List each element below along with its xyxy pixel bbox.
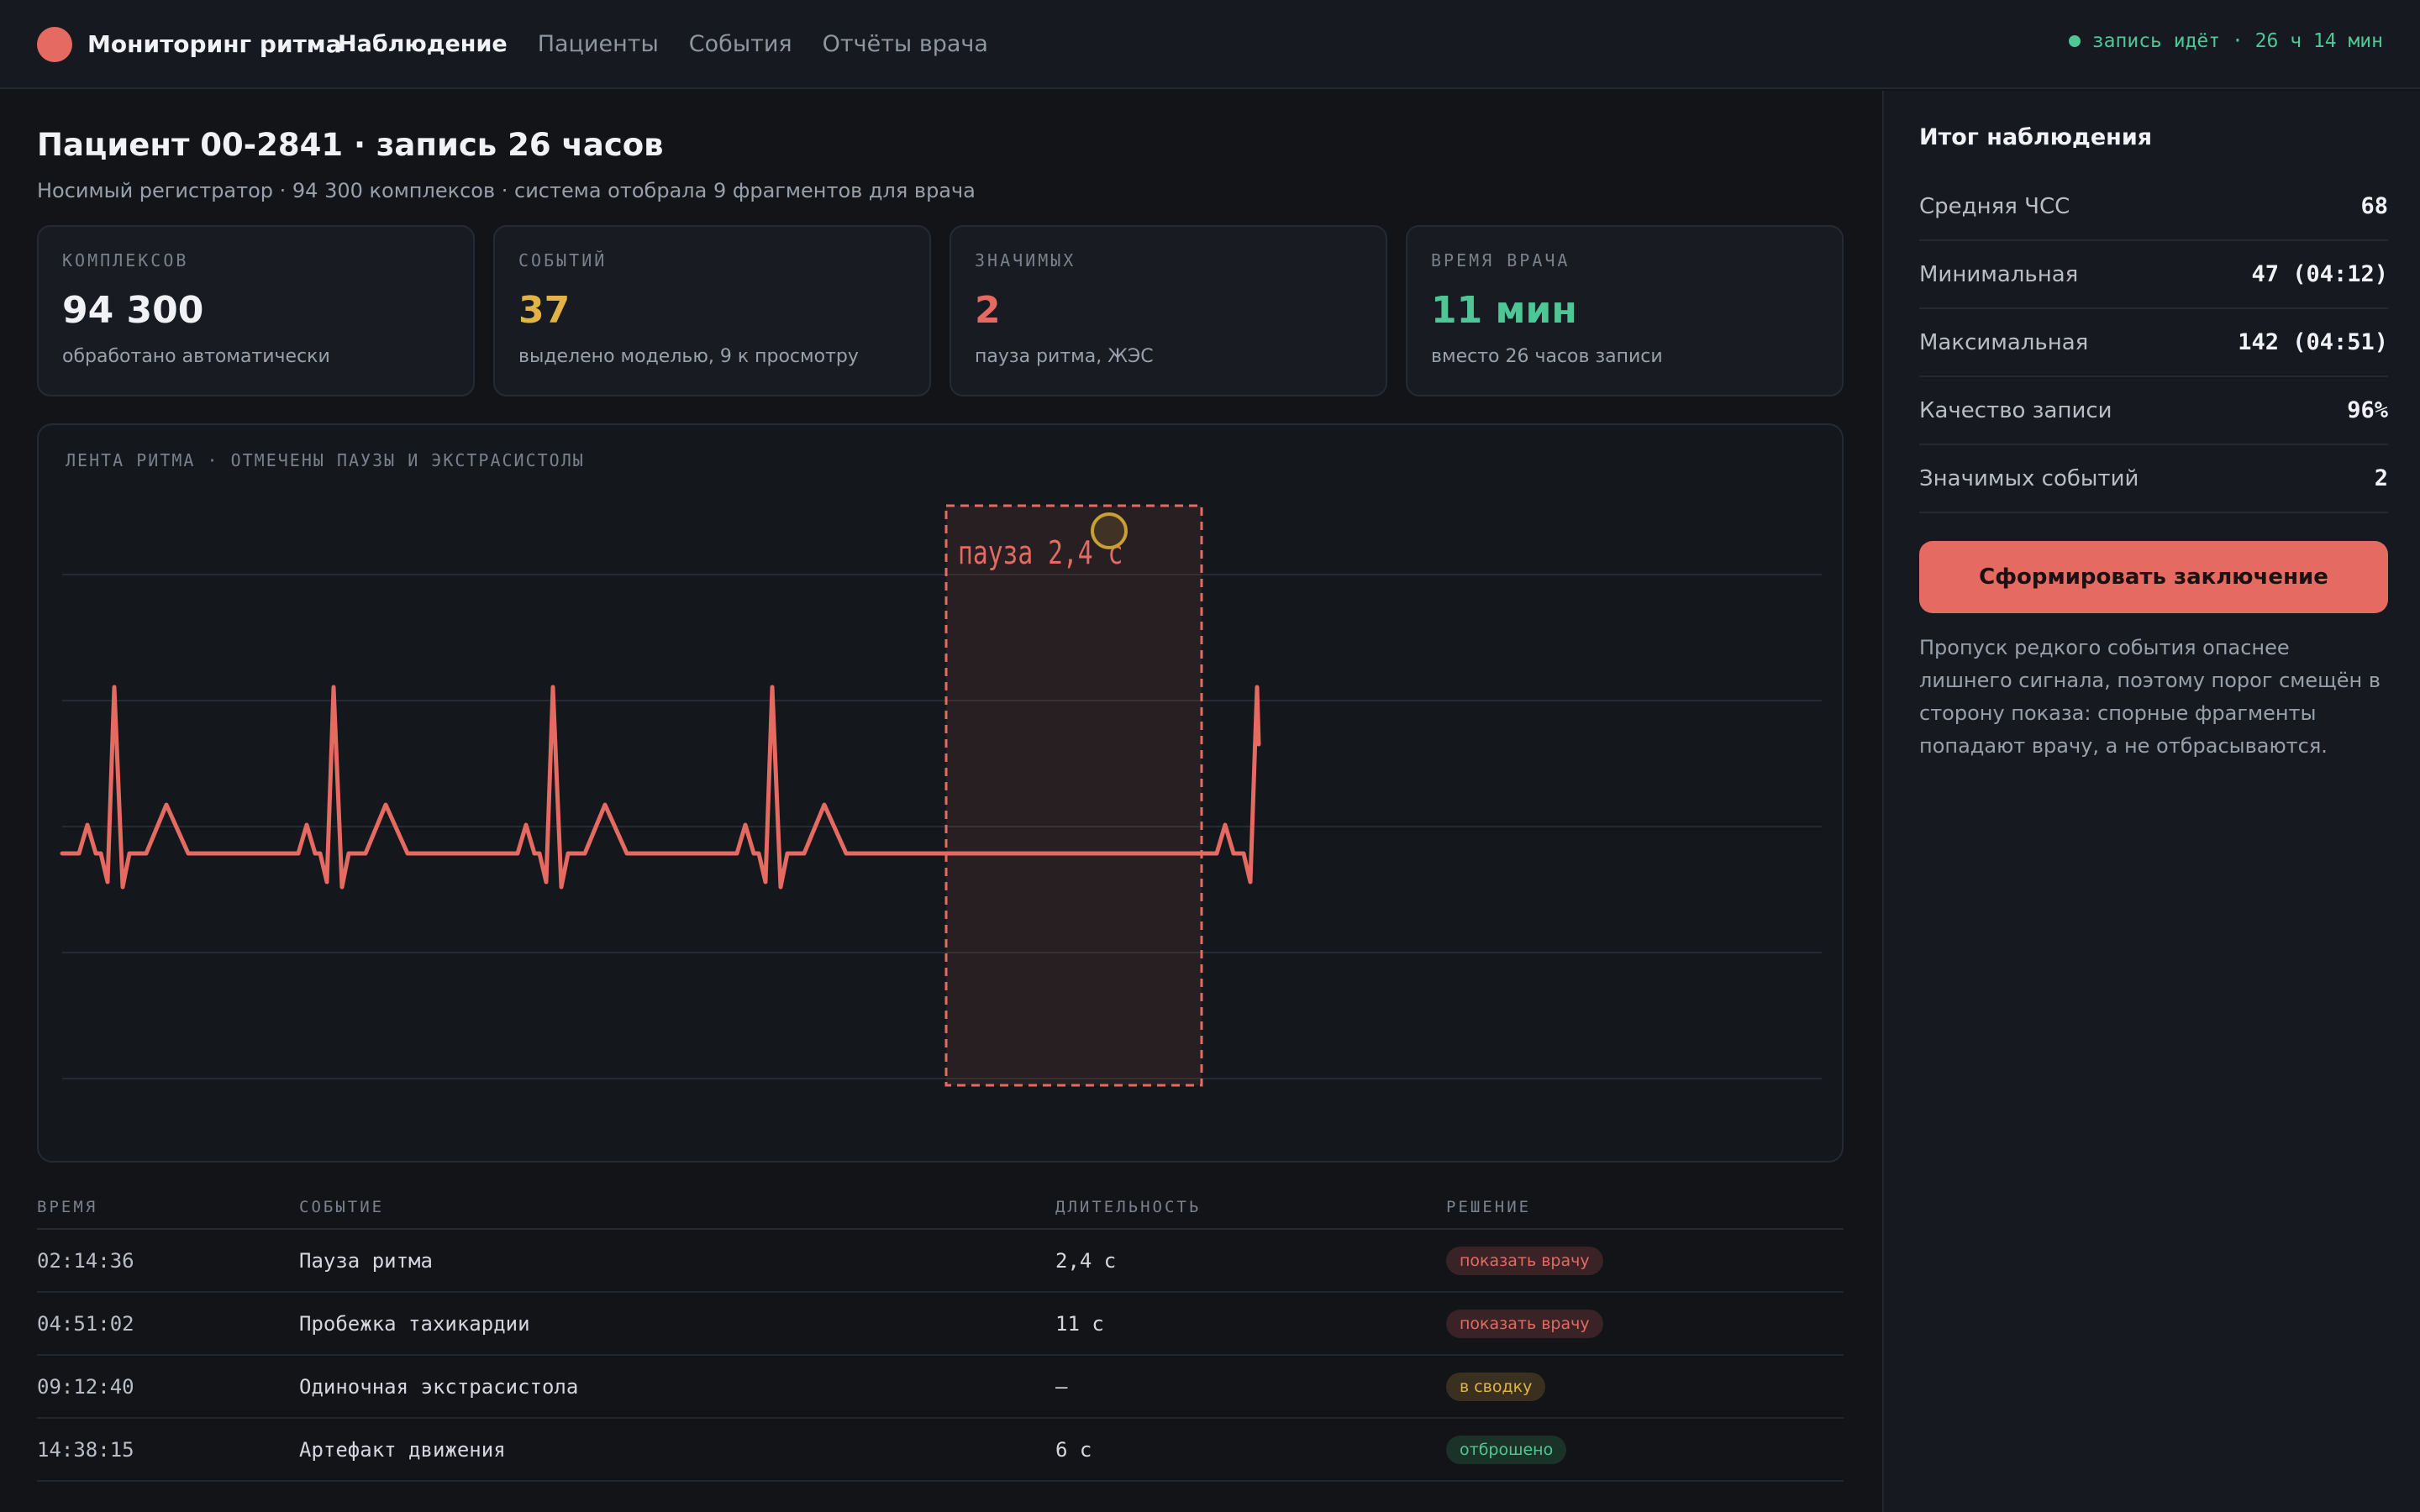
event-name: Пауза ритма (299, 1248, 433, 1273)
metric-quality: Качество записи 96% (1919, 377, 2388, 445)
event-time: 04:51:02 (37, 1311, 134, 1336)
metric-label: Значимых событий (1919, 465, 2139, 491)
rhythm-strip: ЛЕНТА РИТМА · ОТМЕЧЕНЫ ПАУЗЫ И ЭКСТРАСИС… (37, 423, 1844, 1163)
stats-row: КОМПЛЕКСОВ 94 300 обработано автоматичес… (37, 225, 1844, 396)
event-time: 02:14:36 (37, 1248, 134, 1273)
decision-badge[interactable]: показать врачу (1446, 1309, 1603, 1338)
metric-label: Минимальная (1919, 261, 2079, 287)
metric-label: Средняя ЧСС (1919, 193, 2070, 219)
stat-label: ВРЕМЯ ВРАЧА (1431, 250, 1570, 270)
rhythm-strip-canvas (60, 504, 1822, 1087)
stat-card-significant: ЗНАЧИМЫХ 2 пауза ритма, ЖЭС (950, 225, 1387, 396)
column-header-event[interactable]: СОБЫТИЕ (299, 1198, 385, 1216)
metric-label: Качество записи (1919, 397, 2112, 423)
ecg-trace (60, 685, 1261, 890)
metric-label: Максимальная (1919, 329, 2089, 355)
metric-min-hr: Минимальная 47 (04:12) (1919, 241, 2388, 309)
table-row[interactable]: 02:14:36 Пауза ритма 2,4 с показать врач… (37, 1230, 1844, 1293)
stat-value: 37 (518, 289, 571, 332)
event-name: Пробежка тахикардии (299, 1311, 530, 1336)
events-table-header: ВРЕМЯ СОБЫТИЕ ДЛИТЕЛЬНОСТЬ РЕШЕНИЕ (37, 1186, 1844, 1230)
stat-card-doctor-time: ВРЕМЯ ВРАЧА 11 мин вместо 26 часов запис… (1406, 225, 1844, 396)
pause-highlight (944, 504, 1203, 1087)
cursor-indicator-icon (1091, 512, 1128, 549)
event-time: 14:38:15 (37, 1437, 134, 1462)
event-name: Артефакт движения (299, 1437, 506, 1462)
table-row[interactable]: 04:51:02 Пробежка тахикардии 11 с показа… (37, 1293, 1844, 1356)
strip-gridlines (62, 574, 1822, 1079)
stat-note: выделено моделью, 9 к просмотру (518, 346, 859, 367)
event-time: 09:12:40 (37, 1374, 134, 1399)
metric-value: 2 (2374, 465, 2388, 491)
recording-status-text: запись идёт · 26 ч 14 мин (2091, 30, 2383, 52)
metric-value: 96% (2347, 397, 2388, 423)
table-row[interactable]: 09:12:40 Одиночная экстрасистола — в сво… (37, 1356, 1844, 1419)
summary-title: Итог наблюдения (1919, 124, 2153, 150)
stat-label: КОМПЛЕКСОВ (62, 250, 189, 270)
generate-report-button[interactable]: Сформировать заключение (1919, 541, 2388, 613)
metric-value: 68 (2360, 193, 2388, 219)
nav-item-reports[interactable]: Отчёты врача (822, 31, 988, 57)
recording-status: запись идёт · 26 ч 14 мин (2068, 30, 2383, 52)
stat-value: 11 мин (1431, 289, 1577, 332)
strip-label: ЛЕНТА РИТМА · ОТМЕЧЕНЫ ПАУЗЫ И ЭКСТРАСИС… (66, 450, 585, 470)
nav-item-events[interactable]: События (688, 31, 792, 57)
event-duration: 2,4 с (1055, 1248, 1117, 1273)
decision-badge[interactable]: показать врачу (1446, 1246, 1603, 1275)
stat-label: СОБЫТИЙ (518, 250, 608, 270)
stat-value: 94 300 (62, 289, 204, 332)
nav-item-patients[interactable]: Пациенты (537, 31, 659, 57)
stat-note: обработано автоматически (62, 346, 330, 367)
stat-card-complexes: КОМПЛЕКСОВ 94 300 обработано автоматичес… (37, 225, 475, 396)
stat-note: вместо 26 часов записи (1431, 346, 1663, 367)
metric-max-hr: Максимальная 142 (04:51) (1919, 309, 2388, 377)
decision-badge[interactable]: в сводку (1446, 1372, 1546, 1401)
stat-label: ЗНАЧИМЫХ (975, 250, 1076, 270)
events-table: ВРЕМЯ СОБЫТИЕ ДЛИТЕЛЬНОСТЬ РЕШЕНИЕ 02:14… (37, 1186, 1844, 1482)
decision-badge[interactable]: отброшено (1446, 1435, 1567, 1464)
app-logo (37, 27, 72, 62)
metric-avg-hr: Средняя ЧСС 68 (1919, 173, 2388, 241)
stat-value: 2 (975, 289, 1001, 332)
page-subtitle: Носимый регистратор · 94 300 комплексов … (37, 179, 976, 202)
metric-value: 142 (04:51) (2238, 329, 2388, 355)
metric-value: 47 (04:12) (2251, 261, 2388, 287)
summary-metrics: Средняя ЧСС 68 Минимальная 47 (04:12) Ма… (1919, 173, 2388, 513)
event-duration: — (1055, 1374, 1068, 1399)
threshold-note: Пропуск редкого события опаснее лишнего … (1919, 636, 2381, 758)
stat-note: пауза ритма, ЖЭС (975, 346, 1154, 367)
event-duration: 6 с (1055, 1437, 1092, 1462)
recording-dot-icon (2068, 35, 2081, 47)
column-header-decision[interactable]: РЕШЕНИЕ (1446, 1198, 1532, 1216)
column-header-time[interactable]: ВРЕМЯ (37, 1198, 98, 1216)
table-row[interactable]: 14:38:15 Артефакт движения 6 с отброшено (37, 1419, 1844, 1482)
metric-significant: Значимых событий 2 (1919, 445, 2388, 513)
page-title: Пациент 00-2841 · запись 26 часов (37, 127, 664, 163)
main-nav: Наблюдение Пациенты События Отчёты врача (338, 29, 988, 60)
event-name: Одиночная экстрасистола (299, 1374, 579, 1399)
app-title: Мониторинг ритма (87, 30, 342, 58)
summary-panel: Итог наблюдения Средняя ЧСС 68 Минимальн… (1882, 91, 2420, 1512)
stat-card-events: СОБЫТИЙ 37 выделено моделью, 9 к просмот… (493, 225, 931, 396)
column-header-duration[interactable]: ДЛИТЕЛЬНОСТЬ (1055, 1198, 1202, 1216)
nav-item-observation[interactable]: Наблюдение (338, 31, 508, 57)
event-duration: 11 с (1055, 1311, 1104, 1336)
top-bar: Мониторинг ритма Наблюдение Пациенты Соб… (0, 0, 2420, 89)
main-content: Пациент 00-2841 · запись 26 часов Носимы… (0, 91, 1881, 1512)
